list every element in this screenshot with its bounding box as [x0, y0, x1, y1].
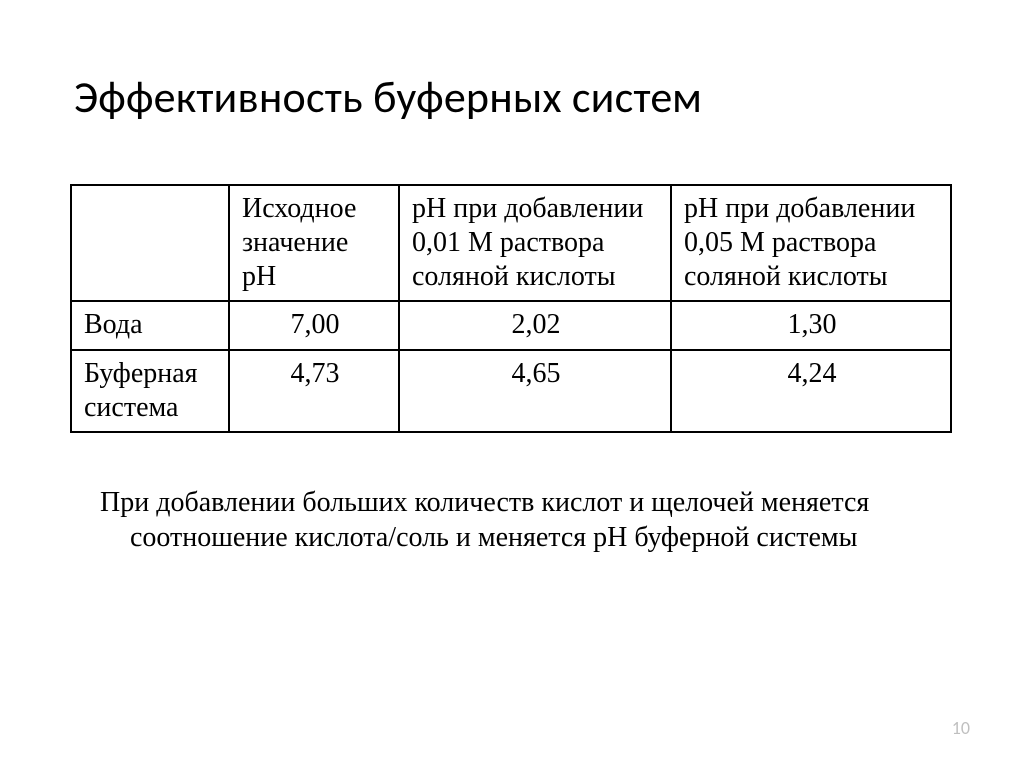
slide: Эффективность буферных систем Исходное з…: [0, 0, 1024, 767]
caption-text: При добавлении больших количеств кислот …: [100, 485, 950, 555]
cell-value: 4,24: [671, 350, 951, 432]
page-number: 10: [952, 717, 970, 739]
cell-value: 1,30: [671, 301, 951, 349]
cell-value: 4,73: [229, 350, 399, 432]
cell-value: 7,00: [229, 301, 399, 349]
table-header-row: Исходное значение рН рН при добавлении 0…: [71, 185, 951, 301]
header-cell-ph-005m: рН при добавлении 0,05 М раствора соляно…: [671, 185, 951, 301]
cell-value: 4,65: [399, 350, 671, 432]
header-cell-blank: [71, 185, 229, 301]
slide-title: Эффективность буферных систем: [74, 70, 954, 124]
row-label: Вода: [71, 301, 229, 349]
table-row: Вода 7,00 2,02 1,30: [71, 301, 951, 349]
table-row: Буферная система 4,73 4,65 4,24: [71, 350, 951, 432]
header-cell-ph-001m: рН при добавлении 0,01 М раствора соляно…: [399, 185, 671, 301]
row-label: Буферная система: [71, 350, 229, 432]
buffer-table: Исходное значение рН рН при добавлении 0…: [70, 184, 952, 433]
header-cell-initial-ph: Исходное значение рН: [229, 185, 399, 301]
cell-value: 2,02: [399, 301, 671, 349]
